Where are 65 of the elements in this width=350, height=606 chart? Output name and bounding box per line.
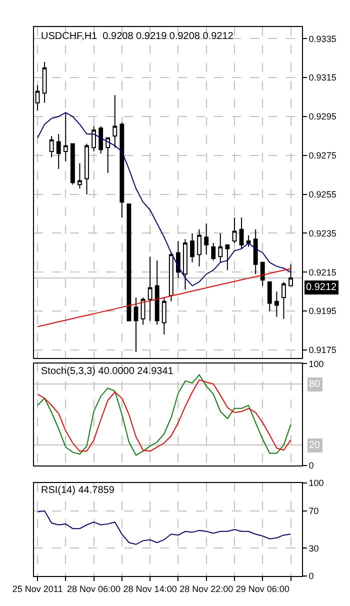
candlestick: [253, 228, 258, 275]
y-tick-label: 100: [308, 478, 324, 488]
x-tick-label: 28 Nov 14:00: [123, 584, 177, 594]
candlestick: [56, 134, 61, 170]
chart-title: Stoch(5,3,3) 40.0000 24.9341: [41, 366, 174, 377]
y-tick-label: 0.9175: [308, 345, 336, 356]
y-tick-label: 0.9235: [308, 228, 336, 238]
candlestick: [63, 112, 68, 162]
candlestick: [92, 126, 96, 152]
y-tick-label: 0.9315: [308, 72, 336, 83]
candlestick: [112, 94, 118, 148]
candlestick: [190, 232, 194, 263]
candlestick: [204, 223, 209, 256]
candlestick: [98, 126, 104, 154]
chart-title: USDCHF,H1 0.9208 0.9219 0.9208 0.9212: [41, 31, 234, 42]
candlestick: [78, 162, 82, 189]
y-tick-label: 0: [308, 460, 314, 471]
candlestick: [120, 122, 124, 218]
y-tick-label: 0.9295: [308, 112, 336, 122]
y-tick-label: 0: [308, 571, 314, 582]
candlestick: [197, 228, 202, 267]
x-tick-label: 28 Nov 06:00: [67, 584, 121, 594]
candlestick: [140, 296, 146, 326]
candlestick: [106, 137, 110, 174]
candlestick: [274, 291, 279, 318]
candlestick: [225, 244, 230, 271]
ref-line-label: 20: [309, 440, 321, 451]
candlestick: [239, 217, 244, 250]
y-tick-label: 30: [308, 543, 319, 554]
y-tick-label: 0.9335: [308, 34, 336, 44]
line-series: [37, 268, 292, 328]
y-tick-label: 0.9215: [308, 267, 336, 278]
candlestick: [183, 238, 188, 290]
x-tick-label: 29 Nov 06:00: [236, 584, 290, 594]
y-tick-label: 70: [308, 506, 319, 516]
candlestick: [42, 62, 47, 104]
candlestick: [49, 135, 54, 158]
y-tick-label: 0.9275: [308, 150, 336, 161]
x-tick-label: 28 Nov 22:00: [180, 584, 234, 594]
candlestick: [260, 262, 265, 286]
candlestick: [154, 260, 160, 326]
candlestick: [168, 252, 174, 302]
line-series: [37, 112, 292, 286]
candlestick: [246, 234, 251, 248]
candlestick: [126, 204, 132, 322]
chart-title: RSI(14) 44.7859: [41, 485, 115, 496]
x-tick-label: 25 Nov 2011: [12, 584, 63, 594]
candlestick: [218, 232, 223, 263]
candlestick: [288, 264, 293, 286]
y-tick-label: 0.9255: [308, 189, 336, 200]
candlestick: [211, 242, 216, 261]
candlestick: [70, 143, 75, 186]
candlestick: [176, 240, 180, 278]
candlestick: [267, 281, 272, 312]
candlestick: [84, 143, 89, 195]
candlestick: [281, 281, 286, 320]
y-tick-label: 0.9195: [308, 306, 336, 316]
candlestick: [232, 217, 237, 244]
candlestick: [134, 296, 138, 352]
ref-line-label: 80: [309, 379, 321, 390]
candlestick: [148, 256, 152, 322]
y-tick-label: 100: [308, 358, 324, 369]
ref-line-label: 0.9212: [306, 282, 338, 293]
line-series: [37, 510, 292, 545]
candlestick: [162, 296, 166, 335]
